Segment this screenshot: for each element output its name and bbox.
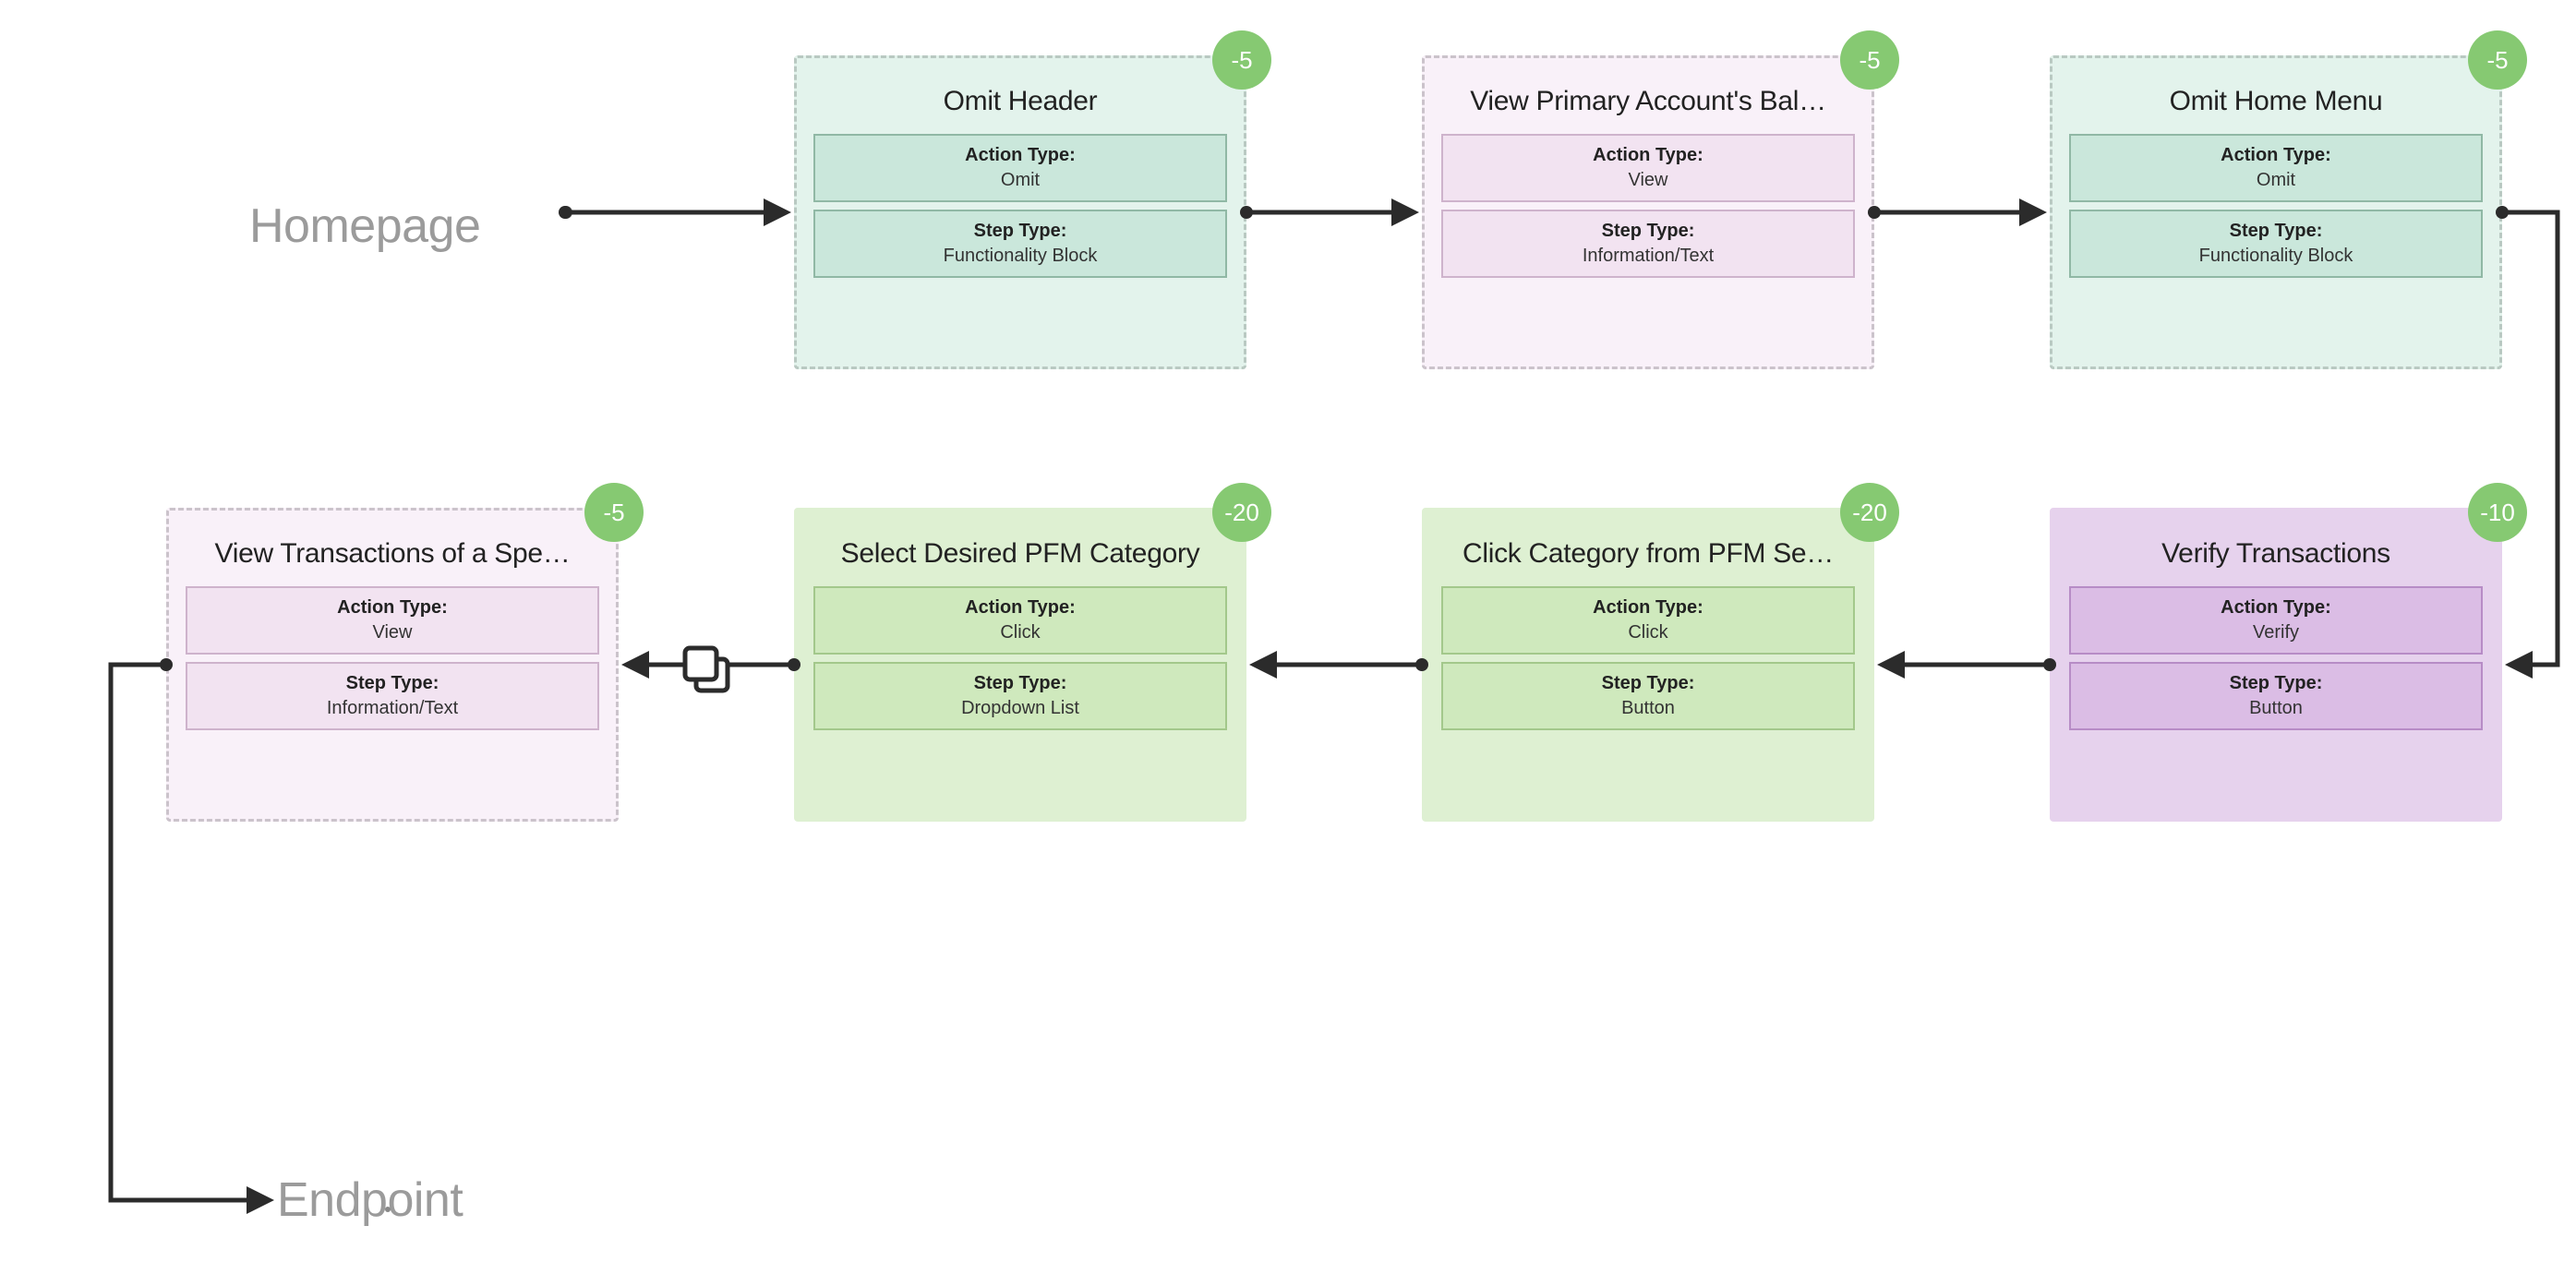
step-type-label: Step Type: (1451, 221, 1846, 242)
flow-node-omit-home-menu[interactable]: Omit Home Menu Action Type: Omit Step Type:… (2050, 55, 2502, 369)
flow-node-view-transactions-category[interactable]: View Transactions of a Spe… Action Type: V… (166, 508, 619, 822)
action-type-label: Action Type: (823, 145, 1218, 166)
score-badge: -5 (2468, 30, 2527, 90)
node-title: Verify Transactions (2069, 538, 2483, 570)
step-type-box: Step Type: Functionality Block (2069, 210, 2483, 278)
node-title: View Transactions of a Spe… (186, 538, 599, 570)
flow-node-view-primary-balance[interactable]: View Primary Account's Bal… Action Type: V… (1422, 55, 1874, 369)
action-type-box: Action Type: Click (1441, 586, 1855, 655)
start-label: Homepage (249, 198, 480, 254)
step-type-label: Step Type: (2078, 673, 2474, 694)
start-dot (560, 206, 572, 219)
score-badge: -5 (1212, 30, 1271, 90)
step-type-box: Step Type: Button (1441, 662, 1855, 730)
step-type-label: Step Type: (2078, 221, 2474, 242)
step-type-box: Step Type: Button (2069, 662, 2483, 730)
action-type-value: View (1451, 170, 1846, 191)
action-type-box: Action Type: View (186, 586, 599, 655)
score-badge: -10 (2468, 483, 2527, 542)
action-type-value: Verify (2078, 622, 2474, 643)
step-type-value: Functionality Block (823, 246, 1218, 267)
step-type-label: Step Type: (823, 673, 1218, 694)
action-type-value: Omit (823, 170, 1218, 191)
node-title: Omit Home Menu (2069, 86, 2483, 117)
action-type-box: Action Type: Click (813, 586, 1227, 655)
step-type-label: Step Type: (823, 221, 1218, 242)
action-type-box: Action Type: Omit (813, 134, 1227, 202)
step-type-label: Step Type: (195, 673, 590, 694)
score-badge: -20 (1840, 483, 1899, 542)
action-type-value: View (195, 622, 590, 643)
node-title: View Primary Account's Bal… (1441, 86, 1855, 117)
action-type-label: Action Type: (2078, 145, 2474, 166)
flow-node-verify-transactions[interactable]: Verify Transactions Action Type: Verify Ste… (2050, 508, 2502, 822)
action-type-value: Click (823, 622, 1218, 643)
step-type-value: Dropdown List (823, 698, 1218, 719)
node-title: Click Category from PFM Se… (1441, 538, 1855, 570)
score-badge: -5 (1840, 30, 1899, 90)
stack-icon (685, 648, 728, 691)
step-type-value: Button (1451, 698, 1846, 719)
action-type-label: Action Type: (823, 597, 1218, 619)
flow-node-select-pfm-category[interactable]: Select Desired PFM Category Action Type: C… (794, 508, 1246, 822)
action-type-box: Action Type: Omit (2069, 134, 2483, 202)
action-type-box: Action Type: View (1441, 134, 1855, 202)
step-type-box: Step Type: Information/Text (1441, 210, 1855, 278)
action-type-value: Click (1451, 622, 1846, 643)
step-type-label: Step Type: (1451, 673, 1846, 694)
step-type-box: Step Type: Functionality Block (813, 210, 1227, 278)
step-type-box: Step Type: Information/Text (186, 662, 599, 730)
step-type-value: Information/Text (195, 698, 590, 719)
step-type-value: Information/Text (1451, 246, 1846, 267)
action-type-label: Action Type: (195, 597, 590, 619)
score-badge: -20 (1212, 483, 1271, 542)
flow-node-click-category-pfm[interactable]: Click Category from PFM Se… Action Type: C… (1422, 508, 1874, 822)
step-type-value: Button (2078, 698, 2474, 719)
step-type-box: Step Type: Dropdown List (813, 662, 1227, 730)
step-type-value: Functionality Block (2078, 246, 2474, 267)
action-type-value: Omit (2078, 170, 2474, 191)
node-title: Select Desired PFM Category (813, 538, 1227, 570)
score-badge: -5 (584, 483, 644, 542)
action-type-label: Action Type: (2078, 597, 2474, 619)
node-title: Omit Header (813, 86, 1227, 117)
end-label: Endpoint (277, 1172, 463, 1228)
action-type-box: Action Type: Verify (2069, 586, 2483, 655)
flow-node-omit-header[interactable]: Omit Header Action Type: Omit Step Type: Fun… (794, 55, 1246, 369)
action-type-label: Action Type: (1451, 145, 1846, 166)
action-type-label: Action Type: (1451, 597, 1846, 619)
